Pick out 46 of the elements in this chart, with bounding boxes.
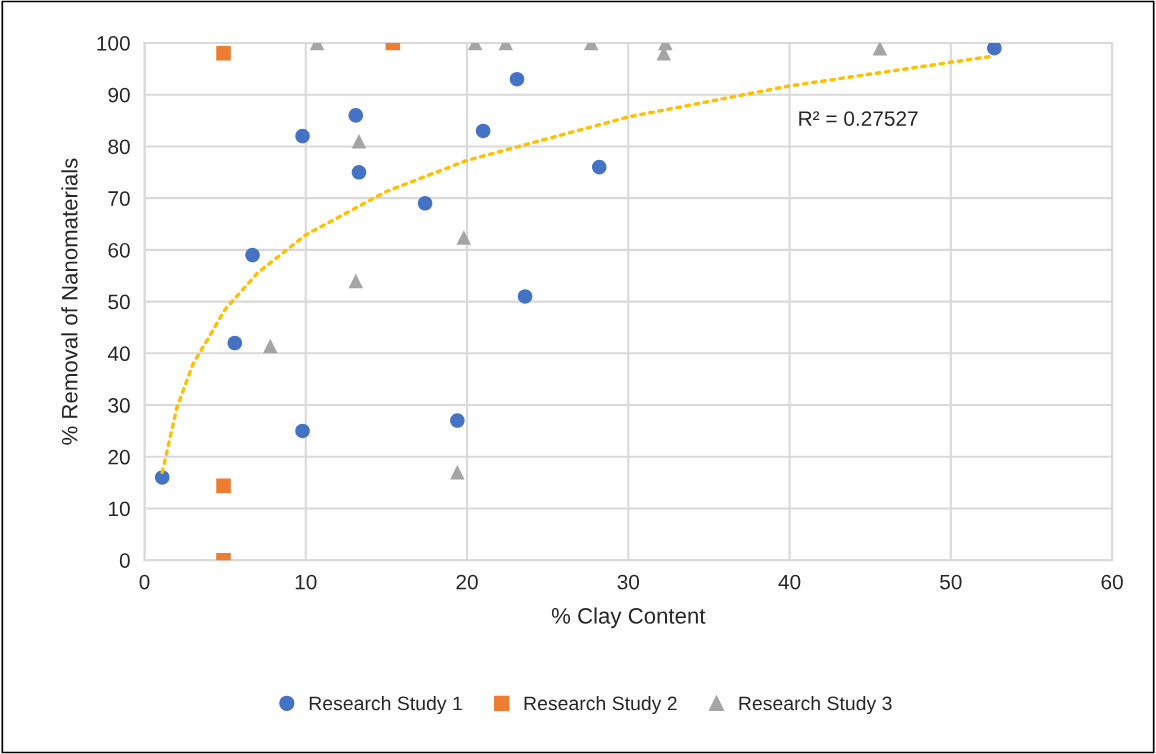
point bbox=[295, 128, 310, 144]
point bbox=[154, 470, 170, 485]
point bbox=[450, 413, 465, 428]
point bbox=[509, 71, 525, 87]
y-tick-label: 60 bbox=[108, 242, 130, 258]
x-axis-title: % Clay Content bbox=[551, 607, 706, 629]
x-tick-label: 20 bbox=[456, 574, 478, 590]
x-tick-label: 40 bbox=[778, 574, 801, 590]
point bbox=[417, 196, 433, 211]
point bbox=[348, 108, 364, 123]
point bbox=[351, 165, 367, 180]
point bbox=[216, 46, 231, 61]
y-tick-label: 90 bbox=[108, 87, 130, 103]
point bbox=[351, 133, 367, 149]
point bbox=[517, 289, 533, 304]
point bbox=[450, 465, 465, 480]
y-axis-title: % Removal of Nanomaterials bbox=[61, 158, 78, 445]
point bbox=[216, 478, 231, 494]
y-tick-label: 80 bbox=[108, 139, 130, 155]
point bbox=[295, 423, 310, 439]
x-tick-label: 10 bbox=[295, 574, 317, 590]
y-tick-label: 40 bbox=[107, 346, 130, 362]
point bbox=[263, 338, 278, 354]
point bbox=[227, 335, 243, 351]
x-tick-label: 60 bbox=[1101, 574, 1123, 590]
point bbox=[591, 159, 607, 175]
y-tick-label: 20 bbox=[108, 449, 130, 465]
y-tick-label: 100 bbox=[97, 35, 130, 51]
x-tick-label: 0 bbox=[139, 574, 150, 590]
point bbox=[475, 123, 491, 139]
y-tick-label: 10 bbox=[109, 501, 130, 517]
point bbox=[245, 247, 260, 263]
point bbox=[872, 42, 888, 56]
annotation: R² = 0.27527 bbox=[799, 111, 918, 126]
legend-label: Research Study 2 bbox=[524, 695, 677, 715]
y-tick-label: 50 bbox=[108, 294, 130, 310]
point bbox=[987, 42, 1002, 56]
x-tick-label: 50 bbox=[940, 574, 962, 590]
point bbox=[456, 230, 472, 245]
x-tick-label: 30 bbox=[617, 574, 640, 590]
y-tick-label: 70 bbox=[108, 191, 130, 206]
y-tick-label: 0 bbox=[119, 553, 130, 568]
point bbox=[348, 273, 364, 289]
legend-label: Research Study 1 bbox=[309, 695, 462, 715]
legend-label: Research Study 3 bbox=[739, 695, 892, 715]
y-tick-label: 30 bbox=[108, 398, 130, 413]
